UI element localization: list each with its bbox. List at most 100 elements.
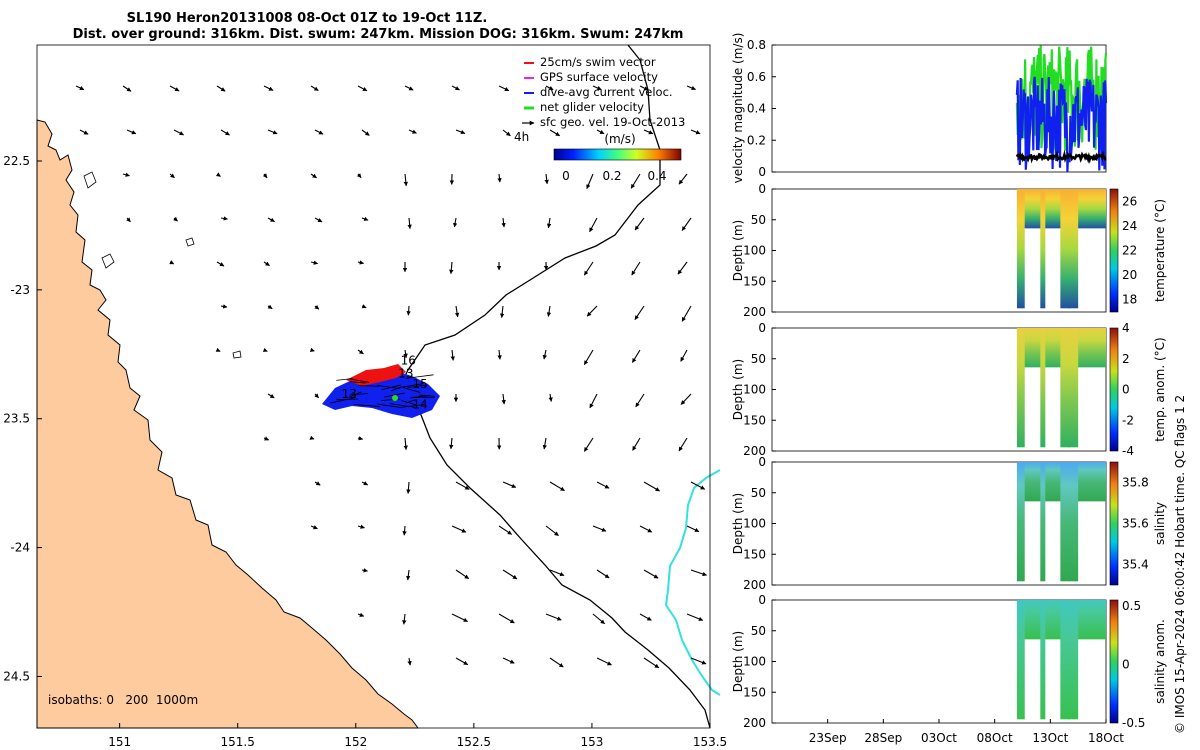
current-arrow: [310, 173, 317, 179]
current-arrow: [169, 260, 175, 265]
colorbar-tick-0: 0: [562, 169, 570, 183]
colorbar-tick: 20: [1122, 268, 1137, 282]
map-ytick-label: 23.5: [3, 412, 30, 426]
current-arrow: [314, 481, 321, 486]
current-arrow: [263, 261, 270, 267]
time-tick-label: 13Oct: [1032, 731, 1068, 745]
current-arrow: [639, 525, 653, 533]
current-arrow: [215, 347, 221, 352]
map-ytick-label: 22.5: [3, 154, 30, 168]
current-arrow: [630, 173, 641, 189]
current-arrow: [583, 437, 594, 452]
current-arrow: [455, 481, 470, 490]
section-ytick-label: 0: [758, 593, 766, 607]
current-arrow: [498, 85, 510, 92]
current-arrow: [643, 481, 660, 492]
current-arrow: [596, 129, 605, 135]
track-segment: [413, 395, 431, 398]
current-arrow: [406, 569, 411, 581]
velocity-ytick-label: 0: [758, 165, 766, 179]
glider-track-cluster: [322, 364, 440, 418]
section-colorbar: [1109, 188, 1119, 313]
legend-item-net: net glider velocity: [524, 100, 644, 114]
current-arrow: [690, 657, 707, 665]
colorbar-tick: 0.5: [1122, 599, 1141, 613]
current-arrow: [680, 349, 688, 362]
section-colorbar: [1109, 599, 1119, 724]
day-label: 16: [401, 354, 416, 368]
current-arrow: [449, 437, 454, 450]
section-profile-column: [1040, 600, 1046, 720]
current-arrow: [122, 85, 132, 92]
map-xtick-label: 151.5: [221, 735, 255, 749]
svg-text:GPS surface velocity: GPS surface velocity: [540, 70, 658, 84]
map-xtick-label: 152.5: [457, 735, 491, 749]
time-tick-label: 28Sep: [864, 731, 902, 745]
current-arrow: [263, 85, 274, 91]
current-arrow: [357, 260, 365, 265]
current-arrow: [403, 173, 409, 187]
current-arrow: [173, 129, 184, 136]
track-segment: [348, 378, 370, 383]
current-arrow: [678, 437, 688, 452]
section-ytick-label: 50: [751, 624, 766, 638]
current-arrow: [592, 85, 602, 91]
map-ytick-label: -24: [10, 541, 30, 555]
current-arrow: [361, 129, 370, 136]
section-ytick-label: 150: [743, 547, 766, 561]
colorbar-tick: -2: [1122, 413, 1134, 427]
current-arrow: [549, 129, 561, 137]
current-arrow: [357, 349, 364, 355]
current-arrow: [451, 613, 468, 622]
svg-text:dive-avg current veloc.: dive-avg current veloc.: [540, 85, 673, 99]
current-arrow: [404, 85, 414, 91]
current-arrow: [690, 481, 706, 490]
day-label: 15: [412, 377, 427, 391]
current-arrow: [632, 437, 641, 451]
current-arrow: [455, 569, 470, 580]
section-profile-column: [1060, 328, 1070, 448]
current-arrow: [544, 173, 549, 185]
current-arrow: [169, 173, 175, 179]
current-arrow: [403, 437, 408, 451]
legend-item-geo: sfc geo. vel. 19-Oct-2013: [522, 115, 685, 129]
track-segment: [389, 403, 416, 408]
map-xtick-label: 153: [580, 735, 603, 749]
time-tick-label: 23Sep: [809, 731, 847, 745]
current-arrow: [267, 393, 275, 399]
section-profile-column: [1016, 328, 1025, 448]
colorbar-tick: 0: [1122, 657, 1130, 671]
current-arrow: [402, 613, 407, 625]
current-arrow: [356, 173, 362, 179]
current-arrow: [454, 305, 460, 318]
current-arrow: [643, 569, 659, 579]
current-arrow: [216, 261, 225, 267]
current-arrow: [314, 217, 323, 223]
current-arrow: [497, 349, 502, 360]
velocity-panel: velocity magnitude (m/s) 0 0.2 0.4 0.6 0.8: [731, 33, 1108, 183]
current-arrow: [310, 260, 319, 265]
section-ytick-label: 100: [743, 244, 766, 258]
current-arrow: [406, 305, 411, 316]
current-arrow: [406, 481, 411, 494]
current-arrow: [542, 437, 547, 450]
svg-text:25cm/s swim vector: 25cm/s swim vector: [540, 55, 656, 69]
current-arrow: [545, 85, 554, 91]
current-arrow: [546, 217, 552, 229]
current-arrow: [589, 217, 598, 233]
current-vector-field: [75, 85, 707, 669]
section-profile-column: [1060, 600, 1070, 720]
current-arrow: [361, 481, 369, 486]
track-segment: [377, 384, 401, 389]
current-arrow: [583, 349, 594, 366]
legend-item-current: dive-avg current veloc.: [524, 85, 673, 99]
current-arrow: [690, 129, 701, 135]
colorbar-label: temp. anom. (°C): [1153, 337, 1167, 441]
current-arrow: [215, 172, 221, 177]
swim-vector-blob: [346, 364, 406, 386]
current-arrow: [681, 305, 692, 322]
current-arrow: [314, 393, 320, 399]
current-arrow: [583, 261, 594, 276]
